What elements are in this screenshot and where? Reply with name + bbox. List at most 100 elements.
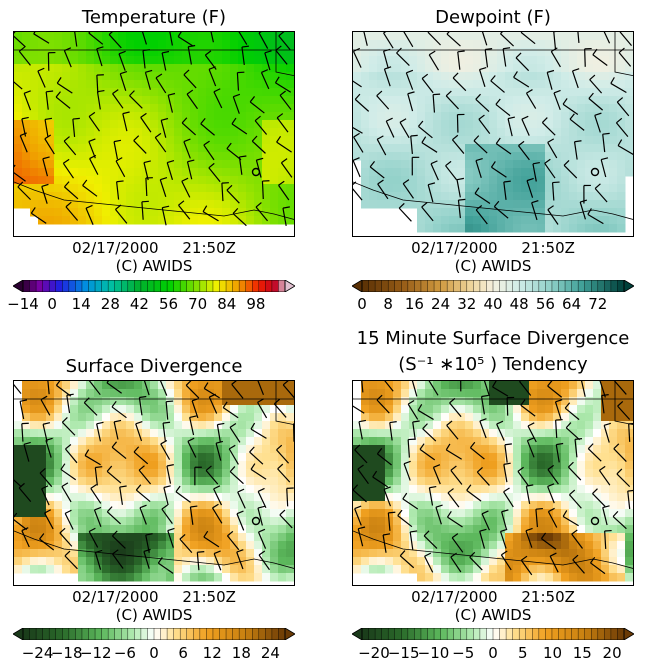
heatmap-cell [465,208,474,217]
heatmap-cell [585,509,594,518]
heatmap-cell [593,40,602,49]
heatmap-cell [617,405,626,414]
heatmap-cell [246,72,255,81]
heatmap-cell [110,208,119,217]
heatmap-cell [222,112,231,121]
heatmap-cell [545,40,554,49]
heatmap-cell [441,184,450,193]
heatmap-cell [545,541,554,550]
heatmap-cell [417,64,426,73]
wind-barb [546,69,555,90]
heatmap-cell [278,493,287,502]
wind-barb [419,443,436,461]
colorbar-segment [226,628,234,640]
heatmap-cell [489,96,498,105]
heatmap-cell [134,517,143,526]
wind-barb [229,422,241,443]
heatmap-cell [158,485,167,494]
wind-barb [141,200,149,220]
heatmap-cell [593,525,602,534]
wind-barb [42,156,50,177]
wind-barb [154,132,167,153]
heatmap-cell [465,477,474,486]
heatmap-cell [521,541,530,550]
heatmap-cell [198,469,207,478]
heatmap-cell [70,549,79,558]
heatmap-cell [521,549,530,558]
colorbar-tick-label: −14 [7,295,39,313]
heatmap-cell [174,96,183,105]
heatmap-cell [38,517,47,526]
heatmap-cell [166,192,175,201]
heatmap-cell [457,152,466,161]
heatmap-cell [433,421,442,430]
wind-barb [503,487,514,508]
heatmap-cell [465,573,474,582]
heatmap-cell [529,40,538,49]
heatmap-cell [222,517,231,526]
heatmap-cell [433,192,442,201]
heatmap-cell [361,397,370,406]
heatmap-cell [86,453,95,462]
heatmap-cell [553,429,562,438]
wind-barb [382,533,391,553]
heatmap-cell [182,477,191,486]
heatmap-cell [625,168,633,177]
heatmap-cell [537,216,546,225]
heatmap-cell [134,128,143,137]
colorbar-segment [519,628,527,640]
heatmap-cell [150,397,159,406]
heatmap-cell [230,128,239,137]
wind-barb [517,466,529,487]
heatmap-cell [409,96,418,105]
heatmap-cell [521,184,530,193]
heatmap-cell [142,437,151,446]
heatmap-cell [238,96,247,105]
heatmap-cell [262,469,271,478]
heatmap-cell [118,533,127,542]
heatmap-cell [457,493,466,502]
wind-barb [106,506,121,525]
heatmap-cell [553,509,562,518]
colorbar-segment [23,280,31,292]
heatmap-cell [102,72,111,81]
wind-barb [587,443,602,462]
heatmap-cell [254,88,263,97]
heatmap-cell [102,389,111,398]
heatmap-cell [14,445,23,454]
heatmap-cell [537,525,546,534]
heatmap-cell [38,405,47,414]
heatmap-cell [465,48,474,57]
heatmap-cell [617,565,626,574]
heatmap-cell [198,397,207,406]
heatmap-cell [70,493,79,502]
heatmap-cell [633,80,634,89]
wind-barb [540,532,557,550]
wind-barb [88,527,99,548]
heatmap-cell [166,72,175,81]
heatmap-cell [425,176,434,185]
heatmap-cell [62,397,71,406]
heatmap-cell [110,152,119,161]
heatmap-cell [46,549,55,558]
heatmap-cell [385,429,394,438]
heatmap-cell [102,565,111,574]
heatmap-cell [86,445,95,454]
heatmap-cell [545,405,554,414]
heatmap-cell [62,493,71,502]
heatmap-cell [633,389,634,398]
wind-barb [421,73,434,94]
heatmap-cell [377,413,386,422]
heatmap-cell [230,152,239,161]
heatmap-cell [401,421,410,430]
colorbar-segment [114,280,122,292]
heatmap-cell [369,48,378,57]
heatmap-cell [537,405,546,414]
heatmap-cell [593,533,602,542]
heatmap-cell [505,200,514,209]
heatmap-cell [286,120,294,129]
heatmap-cell [369,104,378,113]
wind-barb [526,437,535,458]
heatmap-cell [30,541,39,550]
heatmap-cell [30,176,39,185]
